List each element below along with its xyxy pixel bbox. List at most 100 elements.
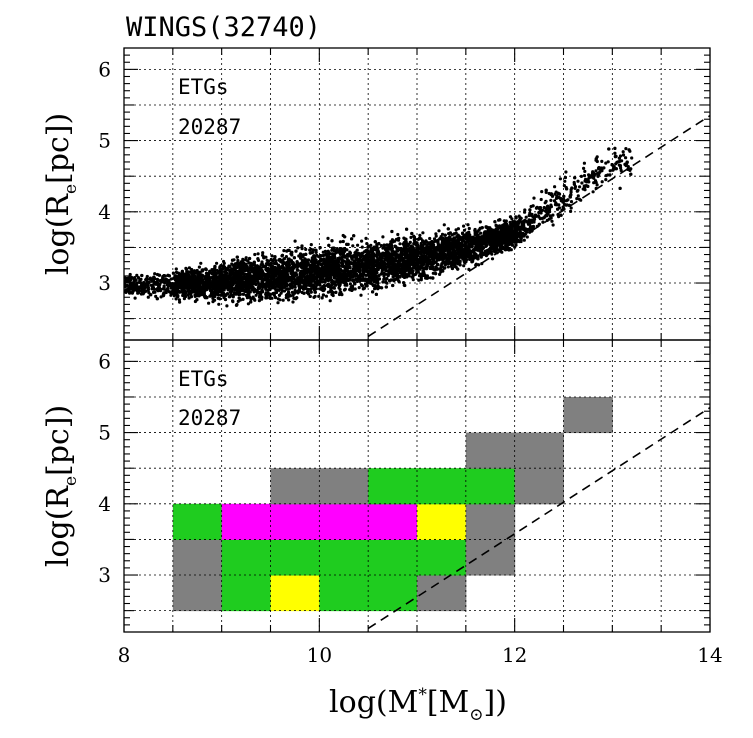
scatter-point [466, 223, 470, 227]
scatter-point [190, 267, 194, 272]
scatter-point [332, 286, 336, 290]
scatter-point [544, 190, 548, 194]
scatter-point [229, 291, 233, 295]
scatter-point [381, 235, 385, 239]
scatter-point [220, 293, 224, 297]
scatter-point [582, 166, 586, 170]
scatter-point [434, 234, 438, 238]
scatter-point [438, 272, 442, 276]
scatter-point [169, 293, 173, 297]
scatter-point [421, 231, 425, 235]
scatter-point [462, 224, 466, 228]
scatter-point [614, 162, 618, 166]
scatter-point [261, 253, 265, 257]
scatter-point [360, 245, 364, 249]
scatter-point [379, 244, 383, 248]
scatter-point [154, 294, 158, 298]
scatter-point [139, 277, 143, 281]
scatter-point [146, 285, 150, 290]
scatter-point [524, 215, 528, 219]
scatter-point [135, 273, 139, 277]
scatter-point [391, 249, 395, 253]
scatter-point [208, 269, 212, 273]
scatter-point [326, 236, 330, 240]
scatter-point [232, 291, 236, 295]
scatter-point [428, 236, 432, 241]
scatter-point [364, 273, 368, 277]
scatter-point [133, 296, 137, 300]
scatter-point [569, 190, 573, 194]
scatter-point [549, 205, 554, 209]
scatter-point [462, 264, 466, 268]
scatter-point [446, 265, 450, 269]
scatter-point [253, 252, 257, 257]
scatter-point [331, 280, 335, 284]
scatter-point [246, 302, 250, 306]
scatter-point [502, 219, 506, 223]
scatter-point [310, 266, 314, 270]
scatter-point [267, 259, 271, 263]
scatter-point [488, 251, 492, 255]
scatter-point [365, 242, 369, 246]
scatter-point [130, 291, 134, 295]
scatter-point [330, 255, 334, 259]
scatter-point [417, 278, 421, 282]
scatter-point [230, 262, 234, 266]
scatter-point [570, 186, 574, 190]
scatter-point [600, 180, 604, 184]
scatter-point [621, 150, 625, 154]
scatter-point [290, 279, 294, 283]
scatter-point [523, 210, 527, 214]
scatter-point [169, 277, 173, 281]
scatter-point [174, 267, 178, 271]
chart-title: WINGS(32740) [126, 12, 321, 43]
scatter-point [569, 209, 573, 213]
scatter-point [509, 248, 513, 252]
scatter-point [171, 271, 175, 275]
scatter-point [153, 272, 157, 276]
scatter-point [309, 247, 313, 251]
scatter-point [282, 249, 286, 253]
scatter-point [396, 232, 400, 237]
scatter-point [409, 235, 413, 239]
scatter-point [318, 283, 322, 287]
scatter-point [551, 213, 555, 217]
scatter-point [478, 220, 482, 224]
scatter-point [580, 181, 584, 185]
scatter-point [300, 247, 304, 251]
scatter-point [215, 261, 219, 265]
scatter-point [437, 229, 441, 233]
scatter-point [357, 286, 361, 290]
scatter-point [434, 260, 438, 264]
scatter-point [359, 293, 363, 297]
scatter-point [608, 169, 612, 173]
scatter-point [440, 232, 445, 236]
scatter-point [490, 257, 495, 261]
scatter-point [398, 242, 402, 246]
scatter-point [284, 255, 288, 259]
scatter-point [525, 235, 529, 239]
scatter-point [553, 192, 557, 196]
scatter-point [381, 280, 385, 284]
scatter-point [595, 183, 599, 187]
scatter-point [576, 188, 580, 192]
scatter-point [199, 261, 203, 265]
scatter-point [578, 185, 582, 189]
scatter-point [522, 238, 526, 242]
scatter-point [344, 277, 348, 282]
scatter-point [187, 266, 191, 270]
scatter-point [254, 293, 258, 297]
scatter-point [317, 294, 321, 298]
scatter-point [261, 251, 265, 255]
scatter-point [218, 266, 222, 270]
scatter-point [285, 249, 289, 253]
scatter-point [362, 270, 366, 274]
scatter-point [411, 245, 415, 249]
scatter-point [563, 179, 567, 183]
scatter-point [197, 265, 201, 269]
scatter-point [187, 270, 191, 274]
scatter-point [549, 198, 553, 202]
scatter-point [204, 268, 208, 272]
scatter-point [630, 156, 634, 160]
scatter-point [348, 282, 352, 286]
